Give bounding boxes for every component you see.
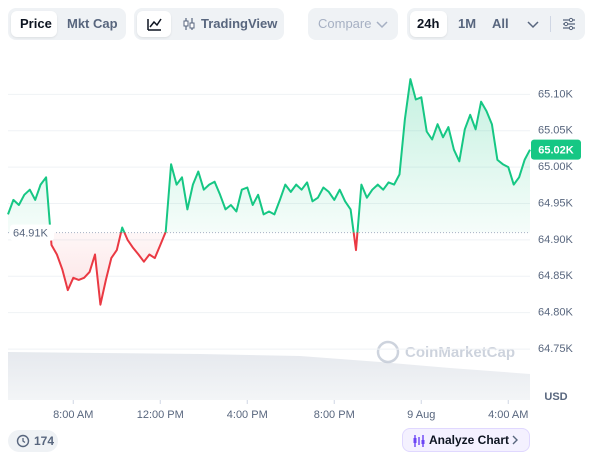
range-active[interactable]: [410, 11, 447, 37]
price-tag: 65.02K: [531, 139, 581, 160]
x-tick-label: 4:00 PM: [227, 409, 268, 421]
y-tick-label: 64.90K: [538, 234, 574, 246]
range-all[interactable]: All: [492, 16, 509, 31]
x-tick-label: 8:00 AM: [53, 409, 93, 421]
divider: [550, 16, 551, 32]
baseline-label: 64.91K: [13, 228, 49, 240]
range-24h[interactable]: 24h: [417, 16, 440, 31]
y-tick-label: 65.00K: [538, 161, 574, 173]
x-tick-label: 9 Aug: [407, 409, 435, 421]
price-tag-bg: [531, 139, 581, 160]
badge[interactable]: 174: [8, 430, 58, 452]
x-tick-label: 8:00 PM: [314, 409, 355, 421]
x-tick-label: 12:00 PM: [137, 409, 184, 421]
range-chevron[interactable]: [527, 21, 539, 29]
range-tabs: 24h 1M All: [407, 8, 585, 40]
tradingview[interactable]: TradingView: [201, 16, 278, 31]
y-tick-label: 64.80K: [538, 307, 574, 319]
tv-icon: [183, 18, 195, 30]
y-tick-label: 64.85K: [538, 270, 574, 282]
x-tick-label: 4:00 AM: [488, 409, 528, 421]
settings-icon[interactable]: [562, 17, 576, 31]
watermark: CoinMarketCap: [376, 340, 515, 364]
line-button[interactable]: [137, 11, 171, 37]
tab-active[interactable]: [11, 11, 57, 37]
analyze-button[interactable]: Analyze Chart: [402, 428, 530, 452]
tab-mktcap[interactable]: Mkt Cap: [67, 16, 118, 31]
chart-style: TradingView: [134, 8, 284, 40]
y-tick-label: 64.95K: [538, 197, 574, 209]
analyze-chevron: [512, 435, 518, 445]
price-line: [7, 78, 531, 306]
tab-price[interactable]: Price: [20, 16, 52, 31]
analyze-icon: [413, 435, 425, 447]
y-unit: USD: [544, 391, 567, 403]
baseline-label-bg: [10, 224, 54, 241]
compare-label: Compare: [318, 16, 372, 31]
volume-area: [8, 352, 530, 400]
clock-icon: [16, 434, 30, 448]
badge-count: 174: [34, 434, 55, 448]
y-tick-label: 64.75K: [538, 343, 574, 355]
y-tick-label: 65.05K: [538, 125, 574, 137]
range-1m[interactable]: 1M: [458, 16, 477, 31]
price-tag-label: 65.02K: [538, 145, 574, 157]
chevron: [376, 21, 388, 29]
area: [8, 79, 530, 305]
y-tick-label: 65.10K: [538, 88, 574, 100]
view-tabs: Price Mkt Cap: [8, 8, 126, 40]
analyze-label: Analyze Chart: [429, 433, 510, 447]
watermark-text: CoinMarketCap: [405, 344, 515, 361]
line-icon: [147, 18, 162, 31]
compare-button[interactable]: Compare: [308, 8, 398, 40]
